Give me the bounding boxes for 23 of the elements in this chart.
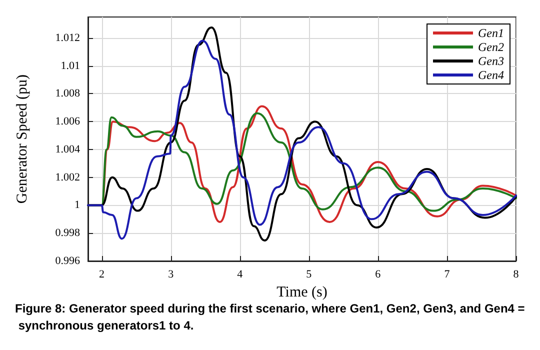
caption: Figure 8: Generator speed during the first scenario, where Gen1, Gen2, Gen3, and Gen4 = synchronous generators1 to 4.	[15, 302, 525, 332]
y-tick-label: 1.004	[55, 143, 80, 156]
y-tick-label: 1.006	[55, 116, 80, 128]
y-tick-label: 1.012	[55, 32, 80, 44]
x-tick-label: 4	[237, 268, 244, 280]
x-tick-label: 8	[513, 268, 520, 280]
y-tick-label: 1.01	[60, 60, 80, 72]
y-tick-label: 0.996	[55, 255, 80, 267]
legend-label: Gen2	[478, 40, 504, 54]
legend-label: Gen3	[478, 54, 504, 68]
y-tick-label: 1.002	[55, 171, 80, 184]
x-tick-label: 3	[168, 268, 174, 280]
x-tick-label: 6	[375, 268, 382, 280]
x-tick-label: 2	[99, 268, 105, 280]
legend-label: Gen1	[478, 26, 504, 40]
x-tick-label: 5	[306, 268, 312, 280]
y-tick-label: 1	[74, 199, 80, 212]
y-tick-label: 1.008	[55, 88, 80, 100]
legend-label: Gen4	[478, 68, 504, 82]
y-tick-label: 0.998	[55, 227, 80, 240]
x-axis-title: Time (s)	[276, 284, 328, 300]
y-axis-title: Generator Speed (pu)	[14, 74, 30, 204]
x-tick-label: 7	[444, 268, 450, 280]
